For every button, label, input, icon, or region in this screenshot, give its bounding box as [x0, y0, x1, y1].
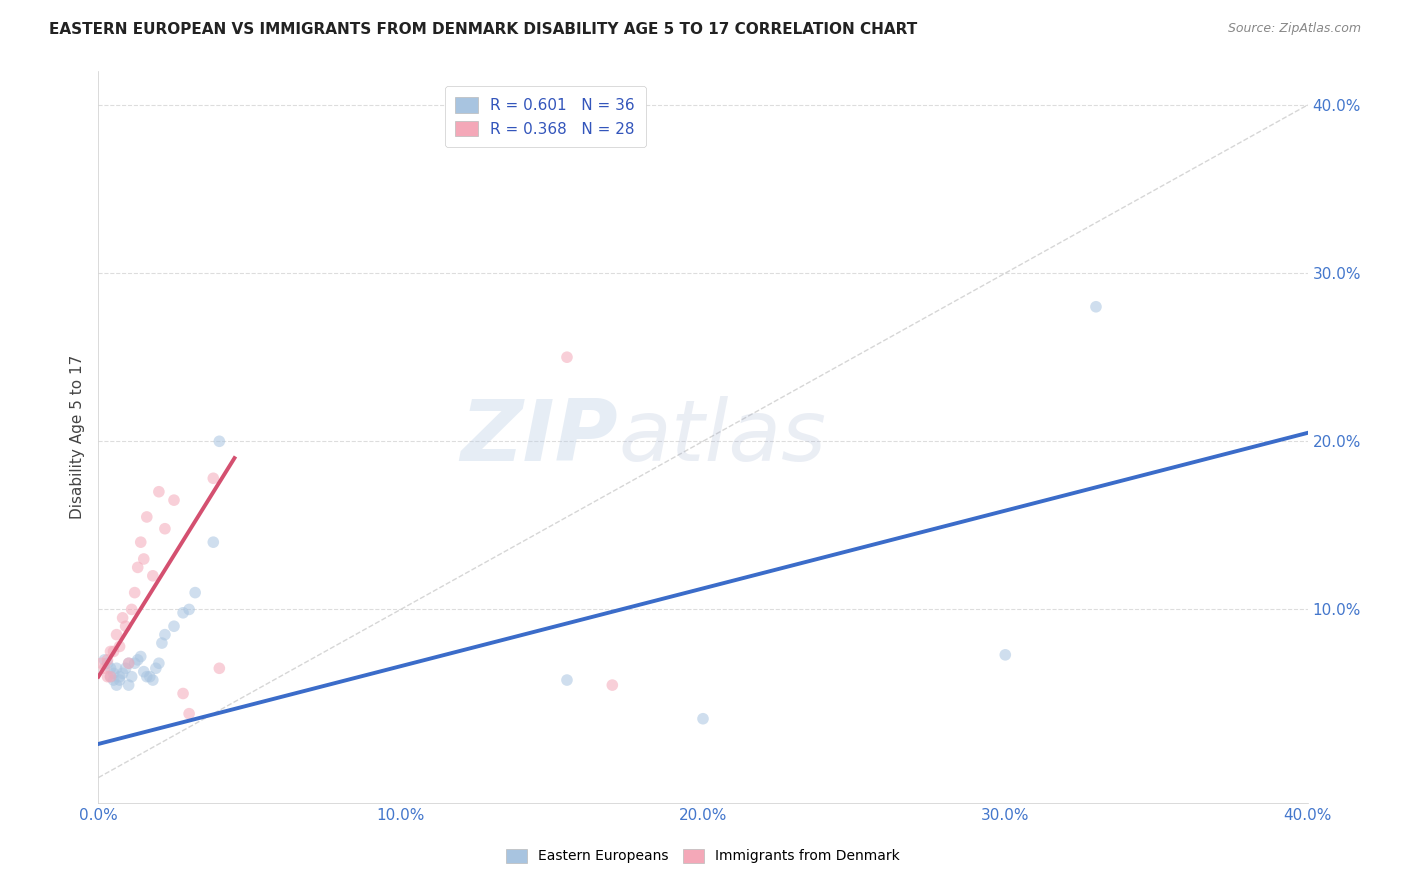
Point	[96, 670, 118, 684]
Point	[132, 665, 155, 679]
Point	[153, 522, 176, 536]
Text: atlas: atlas	[619, 395, 827, 479]
Point	[145, 661, 167, 675]
Point	[93, 653, 115, 667]
Point	[100, 661, 122, 675]
Point	[108, 673, 131, 687]
Point	[118, 657, 141, 671]
Point	[93, 661, 115, 675]
Point	[179, 706, 201, 721]
Text: ZIP: ZIP	[461, 395, 619, 479]
Point	[127, 560, 149, 574]
Point	[103, 673, 125, 687]
Point	[118, 678, 141, 692]
Point	[208, 661, 231, 675]
Point	[135, 670, 157, 684]
Point	[129, 535, 152, 549]
Point	[555, 350, 578, 364]
Point	[172, 606, 194, 620]
Point	[108, 640, 131, 654]
Point	[179, 602, 201, 616]
Point	[555, 673, 578, 687]
Point	[202, 471, 225, 485]
Point	[100, 644, 122, 658]
Point	[124, 657, 146, 671]
Point	[132, 552, 155, 566]
Text: Source: ZipAtlas.com: Source: ZipAtlas.com	[1227, 22, 1361, 36]
Point	[111, 666, 134, 681]
Point	[105, 661, 128, 675]
Point	[202, 535, 225, 549]
Point	[142, 569, 165, 583]
Point	[184, 585, 207, 599]
Point	[118, 657, 141, 671]
Point	[172, 686, 194, 700]
Legend: R = 0.601   N = 36, R = 0.368   N = 28: R = 0.601 N = 36, R = 0.368 N = 28	[444, 87, 645, 147]
Point	[103, 644, 125, 658]
Point	[148, 657, 170, 671]
Point	[121, 602, 143, 616]
Point	[121, 670, 143, 684]
Point	[994, 648, 1017, 662]
Point	[96, 653, 118, 667]
Point	[114, 619, 136, 633]
Point	[1085, 300, 1108, 314]
Text: EASTERN EUROPEAN VS IMMIGRANTS FROM DENMARK DISABILITY AGE 5 TO 17 CORRELATION C: EASTERN EUROPEAN VS IMMIGRANTS FROM DENM…	[49, 22, 918, 37]
Point	[103, 666, 125, 681]
Point	[124, 585, 146, 599]
Point	[150, 636, 173, 650]
Y-axis label: Disability Age 5 to 17: Disability Age 5 to 17	[69, 355, 84, 519]
Point	[208, 434, 231, 449]
Point	[96, 657, 118, 671]
Point	[129, 649, 152, 664]
Point	[105, 627, 128, 641]
Point	[142, 673, 165, 687]
Point	[108, 670, 131, 684]
Point	[127, 653, 149, 667]
Point	[153, 627, 176, 641]
Point	[105, 678, 128, 692]
Point	[148, 484, 170, 499]
Point	[135, 510, 157, 524]
Point	[163, 619, 186, 633]
Point	[90, 657, 112, 671]
Point	[163, 493, 186, 508]
Point	[100, 670, 122, 684]
Point	[114, 661, 136, 675]
Point	[602, 678, 624, 692]
Point	[139, 670, 162, 684]
Point	[100, 670, 122, 684]
Point	[692, 712, 714, 726]
Point	[111, 611, 134, 625]
